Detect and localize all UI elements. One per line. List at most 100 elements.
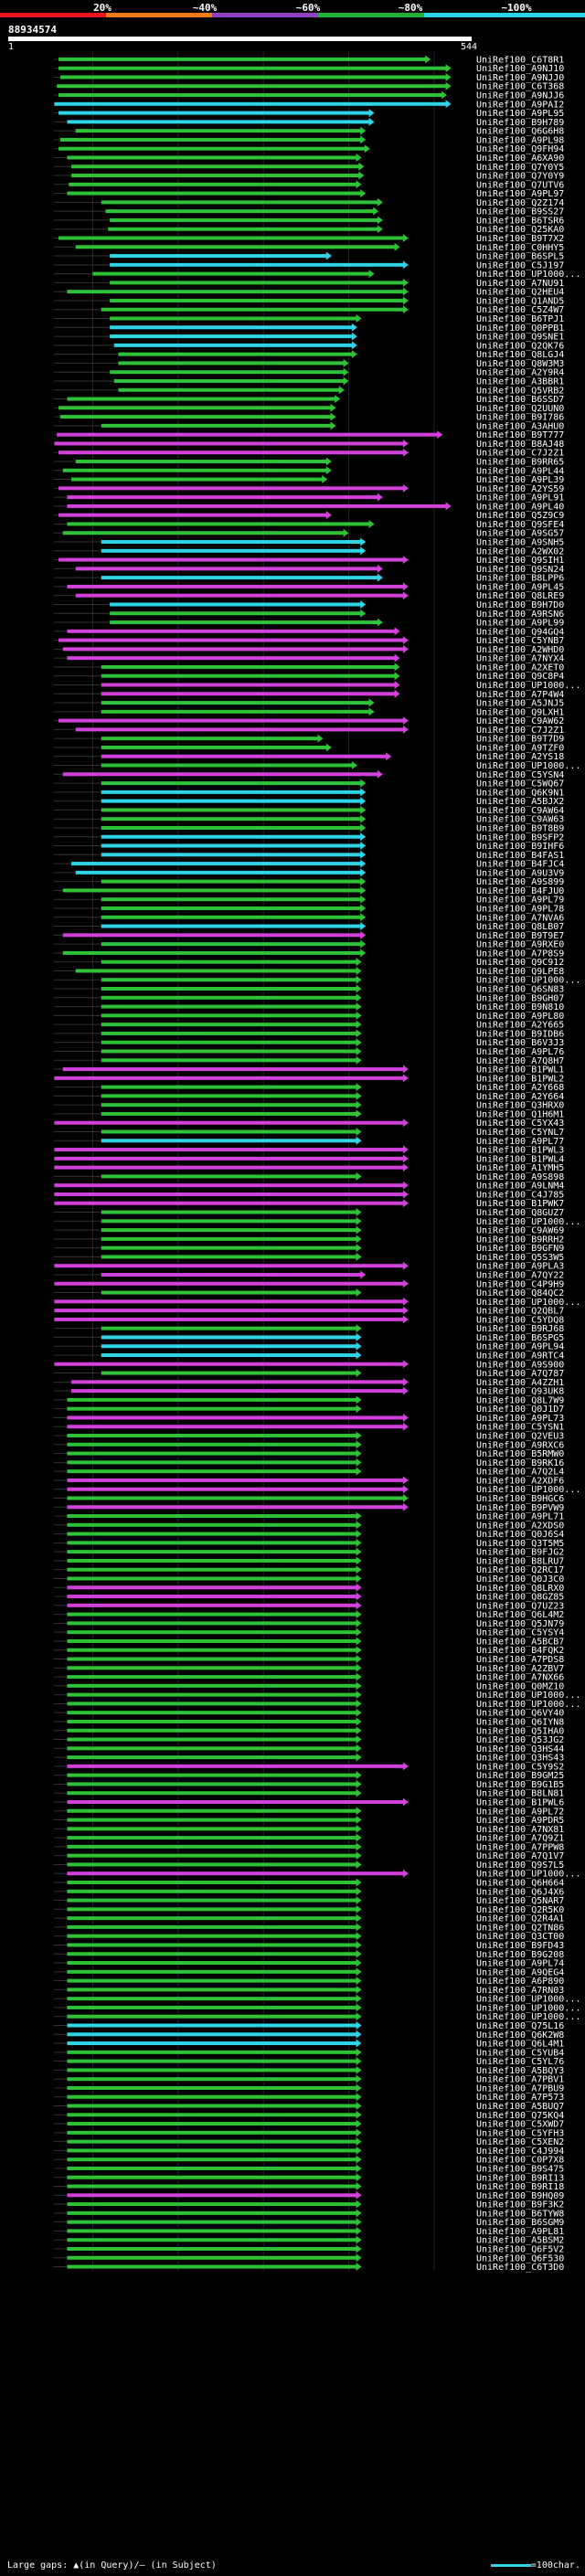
hit-bar: [62, 1067, 404, 1072]
hit-label: UniRef100_Q6VY40: [476, 1709, 564, 1719]
hit-label: UniRef100_A9PL40: [476, 502, 564, 512]
hit-bar: [118, 387, 340, 392]
hit-arrow: [402, 1074, 409, 1083]
hit-label: UniRef100_A9RXE0: [476, 940, 564, 950]
hit-bar: [101, 924, 362, 928]
hit-arrow: [356, 2173, 362, 2182]
hit-bar: [101, 1174, 357, 1179]
hit-label: UniRef100_Q84QC2: [476, 1288, 564, 1299]
hit-bar: [101, 548, 362, 553]
hit-bar: [67, 1451, 357, 1456]
hit-label: UniRef100_UP1000...: [476, 976, 580, 986]
hit-bar: [67, 1907, 357, 1912]
hit-label: UniRef100_Q2R4A1: [476, 1914, 564, 1924]
query-start-label: 1: [8, 42, 14, 52]
hit-arrow: [330, 412, 336, 421]
hit-arrow: [360, 599, 367, 609]
hit-label: UniRef100_A9PL76: [476, 1047, 564, 1057]
hit-bar: [101, 1272, 362, 1277]
hit-arrow: [356, 1788, 362, 1797]
hit-bar: [67, 2166, 357, 2170]
hit-label: UniRef100_B1PWL4: [476, 1154, 564, 1164]
hit-label: UniRef100_Q9SNE1: [476, 333, 564, 343]
hit-bar: [62, 772, 378, 777]
hit-arrow: [358, 162, 365, 171]
hit-label: UniRef100_UP1000...: [476, 1700, 580, 1710]
hit-label: UniRef100_B9T7X2: [476, 234, 564, 244]
hit-arrow: [402, 1476, 409, 1485]
hit-label: UniRef100_B9HQ09: [476, 2191, 564, 2201]
hit-bar: [101, 701, 370, 705]
hit-label: UniRef100_Q5IHA0: [476, 1726, 564, 1736]
hit-arrow: [322, 475, 328, 484]
hit-arrow: [356, 1601, 362, 1610]
hit-arrow: [356, 1002, 362, 1012]
hit-bar: [54, 1309, 404, 1313]
hit-bar: [67, 2130, 357, 2135]
hit-label: UniRef100_A9PL95: [476, 109, 564, 119]
hit-label: UniRef100_A9S899: [476, 877, 564, 887]
hit-label: UniRef100_B9S475: [476, 2164, 564, 2174]
hit-arrow: [356, 1708, 362, 1717]
hit-arrow: [356, 1717, 362, 1726]
hit-bar: [75, 593, 404, 598]
hit-label: UniRef100_B9IHF6: [476, 842, 564, 852]
hit-arrow: [356, 1842, 362, 1851]
hit-bar: [54, 1120, 404, 1125]
hit-arrow: [402, 1493, 409, 1502]
hit-bar: [67, 1514, 357, 1519]
hit-bar: [67, 2094, 357, 2099]
hit-label: UniRef100_Q6K2W8: [476, 2030, 564, 2041]
hit-bar: [101, 799, 362, 803]
hit-bar: [67, 2085, 357, 2090]
hit-arrow: [325, 251, 332, 260]
hit-bar: [67, 1406, 357, 1411]
hit-bar: [67, 2220, 357, 2224]
hit-bar: [75, 459, 327, 463]
hit-bar: [67, 2041, 357, 2046]
hit-arrow: [360, 126, 367, 135]
hit-bar: [67, 1719, 357, 1723]
hit-bar: [110, 316, 357, 321]
hit-label: UniRef100_A7PBV1: [476, 2075, 564, 2085]
hit-bar: [118, 352, 353, 356]
hit-arrow: [330, 403, 336, 412]
hit-label: UniRef100_A9PL99: [476, 619, 564, 629]
hit-label: UniRef100_Q3T5M5: [476, 1539, 564, 1549]
hit-arrow: [343, 358, 349, 367]
hit-bar: [110, 334, 353, 339]
hit-bar: [67, 629, 396, 633]
hit-arrow: [351, 341, 357, 350]
hit-label: UniRef100_Q2UUN0: [476, 404, 564, 414]
hit-bar: [75, 245, 396, 249]
hit-bar: [67, 1711, 357, 1715]
hit-label: UniRef100_C6T3D0: [476, 2263, 564, 2273]
hit-label: UniRef100_B6SPG5: [476, 1333, 564, 1343]
hit-arrow: [356, 1646, 362, 1655]
hit-label: UniRef100_B9GM25: [476, 1771, 564, 1781]
hit-bar: [67, 1550, 357, 1554]
hit-bar: [67, 1612, 357, 1617]
hit-arrow: [351, 761, 357, 770]
hit-bar: [67, 1764, 404, 1768]
hit-bar: [101, 808, 362, 812]
hit-label: UniRef100_Q93UK8: [476, 1387, 564, 1397]
hit-arrow: [402, 1360, 409, 1369]
hit-arrow: [356, 1109, 362, 1118]
hit-label: UniRef100_C4P9H9: [476, 1279, 564, 1289]
hit-arrow: [445, 72, 452, 81]
hit-arrow: [356, 2164, 362, 2173]
hit-bar: [67, 120, 370, 124]
hit-label: UniRef100_A2YS18: [476, 752, 564, 762]
hit-bar: [67, 522, 370, 526]
hit-arrow: [356, 1405, 362, 1414]
hit-bar: [71, 174, 360, 178]
hit-bar: [67, 2104, 357, 2108]
hit-bar: [54, 1264, 404, 1268]
hit-label: UniRef100_B9RK16: [476, 1458, 564, 1468]
hit-bar: [58, 638, 404, 642]
hit-bar: [67, 1746, 357, 1751]
hit-label: UniRef100_B9PVW9: [476, 1503, 564, 1513]
hit-bar: [101, 1004, 357, 1009]
hit-bar: [67, 1585, 357, 1590]
